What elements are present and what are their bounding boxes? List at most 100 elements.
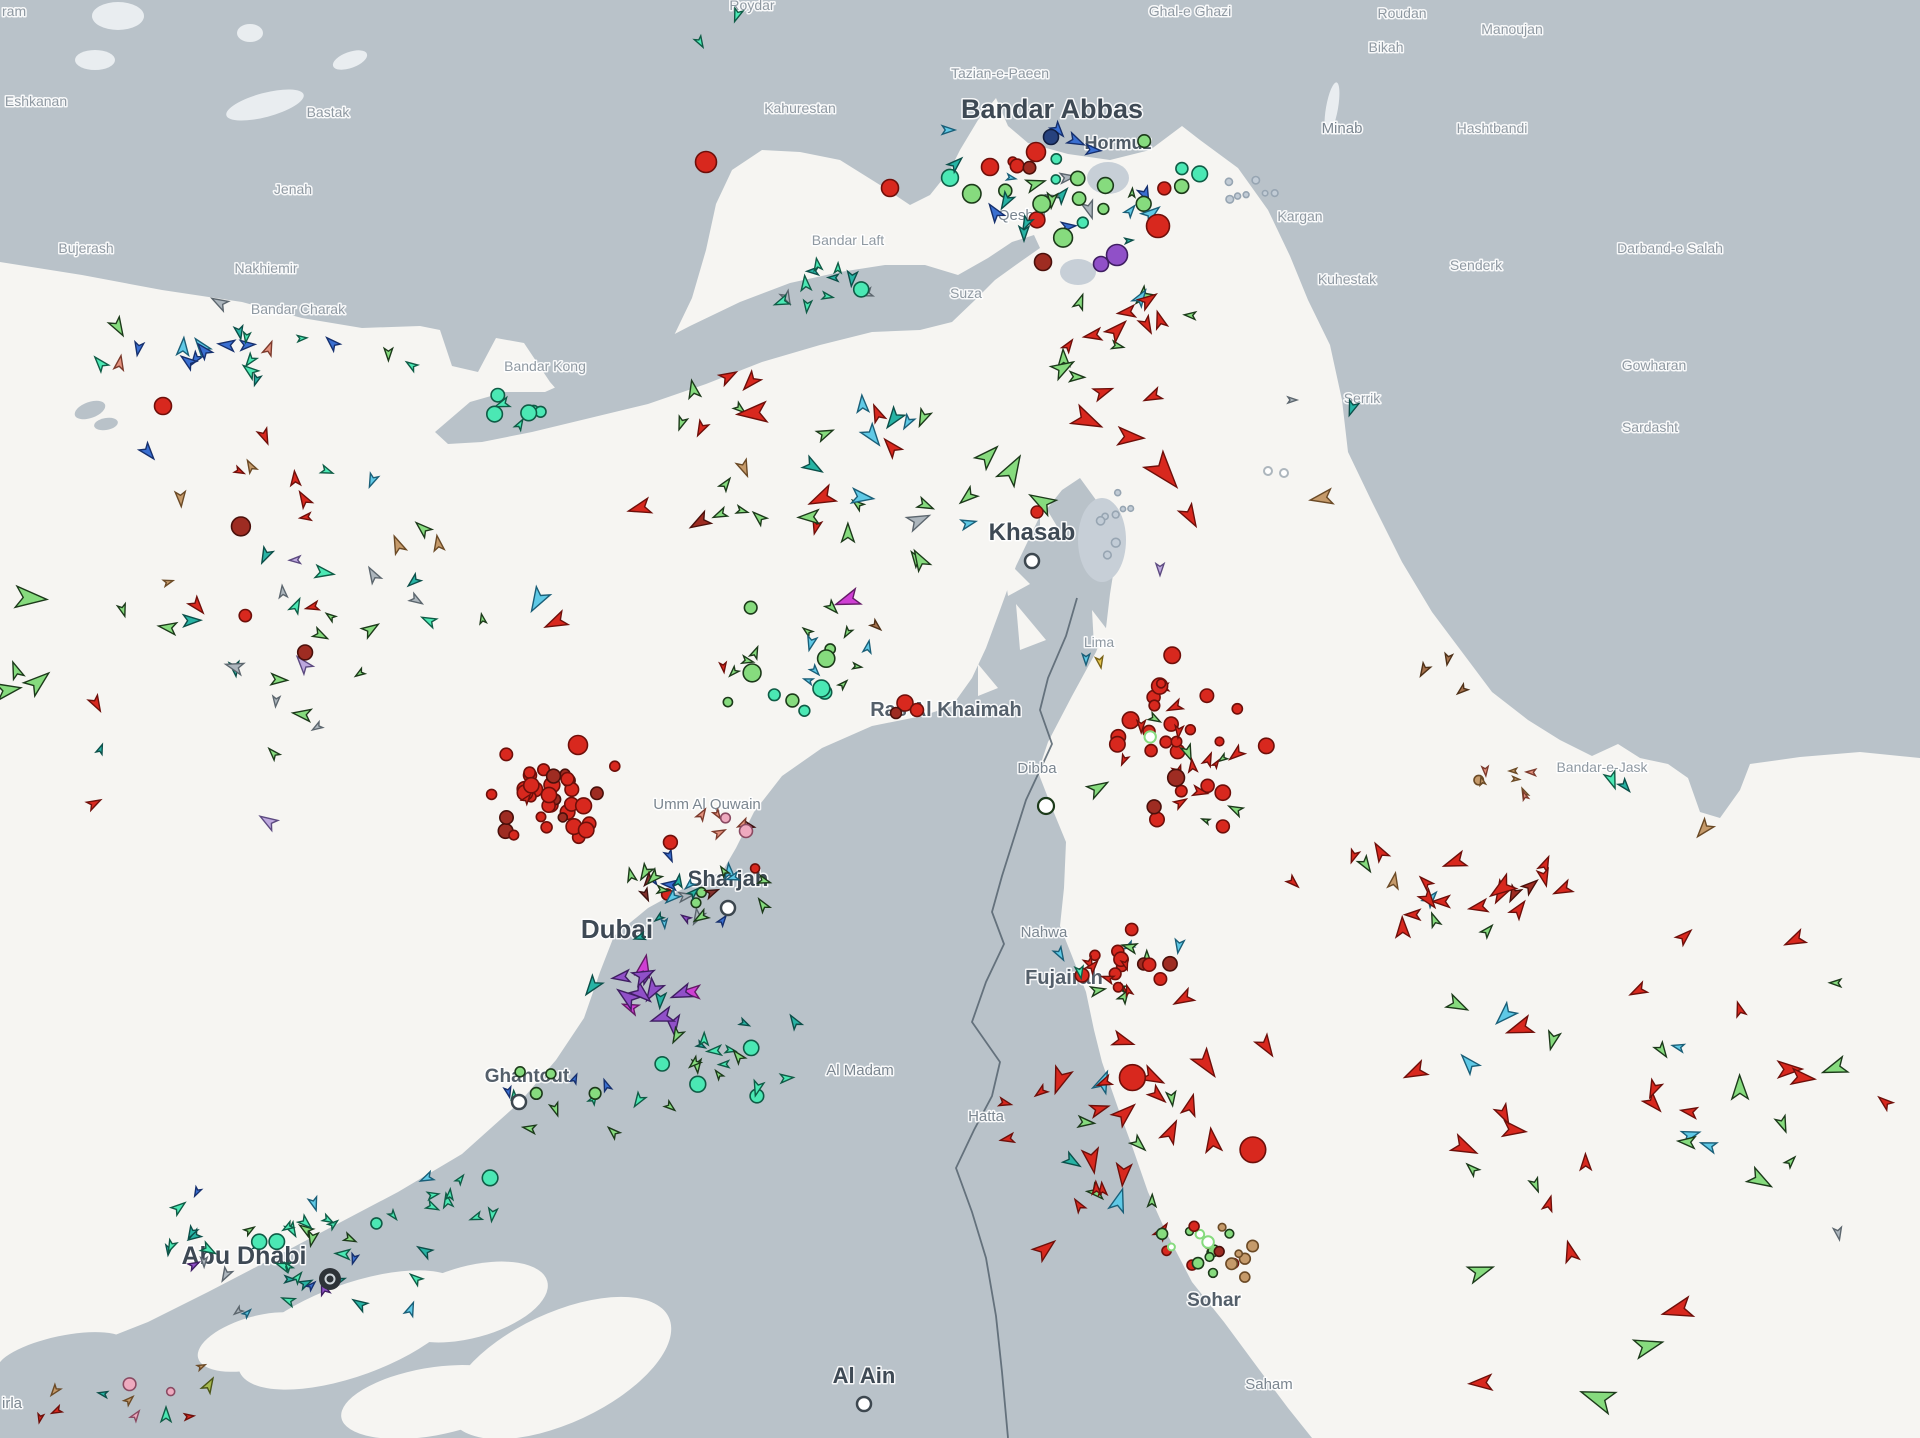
vessel-marker-sohar-anchorage[interactable] xyxy=(1234,1249,1244,1259)
vessel-marker-rak-approach[interactable] xyxy=(842,624,855,639)
vessel-marker[interactable] xyxy=(1017,224,1031,244)
vessel-marker[interactable] xyxy=(1025,141,1047,163)
vessel-marker-khasab-pale[interactable] xyxy=(1111,510,1120,519)
vessel-marker-qeshm-north[interactable] xyxy=(825,273,840,283)
vessel-marker-fujairah-anchorage-n[interactable] xyxy=(1184,723,1197,736)
vessel-marker-fujairah-south[interactable] xyxy=(1091,1179,1103,1196)
vessel-marker-strait-mixed[interactable] xyxy=(716,476,733,494)
vessel-marker-fujairah-port[interactable] xyxy=(1141,957,1157,973)
vessel-marker-fujairah-anchorage-n[interactable] xyxy=(1200,751,1215,769)
vessel-marker[interactable] xyxy=(1047,1064,1074,1096)
vessel-marker-fujairah-port[interactable] xyxy=(1083,958,1101,976)
vessel-marker-left-sea[interactable] xyxy=(389,534,409,557)
vessel-marker-abu-dhabi-waters[interactable] xyxy=(295,1213,314,1231)
vessel-marker-sohar-anchorage[interactable] xyxy=(1225,1257,1239,1271)
vessel-marker-lane-north[interactable] xyxy=(1067,370,1087,383)
vessel-marker-dubai-red-anchorage[interactable] xyxy=(608,760,621,773)
vessel-marker-khasab-pale[interactable] xyxy=(1102,550,1112,560)
vessel-marker-lane-north[interactable] xyxy=(1081,326,1104,342)
vessel-marker-gulf-oman-east[interactable] xyxy=(1448,1133,1481,1161)
vessel-marker[interactable] xyxy=(542,609,571,634)
vessel-marker-abu-dhabi-waters[interactable] xyxy=(283,1261,296,1274)
vessel-marker-left-sea[interactable] xyxy=(278,583,289,600)
vessel-marker-strait-mixed[interactable] xyxy=(956,484,981,508)
vessel-marker-strait-mixed[interactable] xyxy=(796,508,821,525)
vessel-marker-gulf-oman-east[interactable] xyxy=(1776,1060,1805,1079)
vessel-marker-left-sea[interactable] xyxy=(257,811,281,833)
vessel-marker-left-sea[interactable] xyxy=(310,625,330,643)
vessel-marker-gulf-oman-mid[interactable] xyxy=(1430,894,1452,909)
vessel-marker-ghantout-coast[interactable] xyxy=(545,1068,557,1080)
vessel-marker-left-sea[interactable] xyxy=(303,599,322,612)
vessel-marker-fujairah-anchorage-n[interactable] xyxy=(1210,758,1221,771)
vessel-marker[interactable] xyxy=(731,6,745,24)
vessel-marker-strait-mixed[interactable] xyxy=(904,509,933,533)
vessel-marker-left-sea[interactable] xyxy=(255,426,272,446)
vessel-marker-sohar-anchorage[interactable] xyxy=(1224,1228,1235,1239)
vessel-marker-fujairah-anchorage-n[interactable] xyxy=(1149,811,1166,828)
vessel-marker-gulf-oman-east[interactable] xyxy=(1673,926,1695,948)
vessel-marker-gulf-oman-east[interactable] xyxy=(1733,1000,1748,1019)
vessel-marker-upper-left-sea[interactable] xyxy=(382,346,394,363)
vessel-marker[interactable] xyxy=(21,666,55,699)
vessel-marker-gulf-oman-east[interactable] xyxy=(1457,1051,1483,1077)
vessel-marker-rak-approach[interactable] xyxy=(812,679,831,698)
vessel-marker-hormuz-pale[interactable] xyxy=(1261,189,1269,197)
vessel-marker[interactable] xyxy=(896,694,914,712)
vessel-marker-bandar-abbas-port[interactable] xyxy=(1050,174,1062,185)
vessel-marker-corner-scatter[interactable] xyxy=(48,1382,63,1398)
vessel-marker-gulf-oman-east[interactable] xyxy=(1500,1119,1529,1139)
vessel-marker-rak-approach[interactable] xyxy=(742,663,762,683)
vessel-marker[interactable] xyxy=(153,396,173,416)
town-ring-marker-green[interactable] xyxy=(1036,796,1056,816)
vessel-marker-fujairah-port[interactable] xyxy=(1120,940,1140,955)
vessel-marker-jask-reds[interactable] xyxy=(1519,876,1541,897)
vessel-marker[interactable] xyxy=(1084,143,1104,156)
vessel-marker-fujairah-anchorage-n[interactable] xyxy=(1170,735,1183,748)
vessel-marker[interactable] xyxy=(994,451,1029,489)
vessel-marker-strait-mixed[interactable] xyxy=(731,400,747,415)
vessel-marker-gulf-oman-mid[interactable] xyxy=(1347,847,1362,865)
vessel-marker-jebel-ali-purple[interactable] xyxy=(609,968,632,984)
vessel-marker-abu-dhabi-waters[interactable] xyxy=(250,1233,268,1250)
vessel-marker-abu-dhabi-waters[interactable] xyxy=(408,1271,426,1288)
vessel-marker-strait-mixed[interactable] xyxy=(800,454,825,477)
vessel-marker-charak-blue[interactable] xyxy=(175,335,190,358)
vessel-marker-dubai-red-anchorage[interactable] xyxy=(545,768,562,784)
vessel-marker[interactable] xyxy=(1092,255,1110,273)
vessel-marker-tan-northeast[interactable] xyxy=(1523,767,1538,778)
vessel-marker-strait-mixed[interactable] xyxy=(849,487,876,506)
vessel-marker-strait-mixed[interactable] xyxy=(914,406,934,429)
vessel-marker[interactable] xyxy=(909,702,925,718)
vessel-marker-abu-dhabi-waters[interactable] xyxy=(283,1274,298,1284)
vessel-marker-gulf-oman-east[interactable] xyxy=(1645,1077,1665,1100)
vessel-marker-left-sea[interactable] xyxy=(289,468,302,488)
vessel-marker-abu-dhabi-waters[interactable] xyxy=(185,1223,200,1241)
vessel-marker-sharjah-coast[interactable] xyxy=(637,886,652,903)
vessel-marker[interactable] xyxy=(1263,466,1273,476)
vessel-marker-jebel-ali-green[interactable] xyxy=(737,1016,752,1029)
vessel-marker-gulf-oman-east[interactable] xyxy=(1670,1042,1687,1054)
vessel-marker[interactable] xyxy=(1693,816,1717,841)
vessel-marker-dubai-red-anchorage[interactable] xyxy=(577,821,595,839)
vessel-marker-fujairah-south[interactable] xyxy=(1203,1126,1224,1155)
vessel-marker-sohar-anchorage[interactable] xyxy=(1188,1220,1200,1233)
vessel-marker[interactable] xyxy=(1486,872,1519,903)
vessel-marker-qeshm-north[interactable] xyxy=(833,260,843,275)
poi-dot-red[interactable] xyxy=(1030,505,1044,519)
vessel-marker-jebel-ali-green[interactable] xyxy=(687,1054,704,1071)
vessel-marker-bandar-abbas-port[interactable] xyxy=(1023,175,1048,194)
vessel-marker-gulf-oman-east[interactable] xyxy=(1698,1138,1719,1155)
vessel-marker-fujairah-anchorage-n[interactable] xyxy=(1178,742,1196,763)
vessel-marker-ghantout-coast[interactable] xyxy=(568,1072,579,1086)
vessel-marker-fujairah-anchorage-n[interactable] xyxy=(1165,697,1186,715)
vessel-marker-gulf-oman-east[interactable] xyxy=(1443,992,1470,1016)
vessel-marker-bandar-abbas-port[interactable] xyxy=(1097,202,1110,216)
vessel-marker-abu-dhabi-waters[interactable] xyxy=(418,1169,436,1185)
vessel-marker-left-sea[interactable] xyxy=(269,672,290,686)
vessel-marker[interactable] xyxy=(1279,468,1289,478)
vessel-marker-jebel-ali-green[interactable] xyxy=(698,1030,710,1047)
vessel-marker-khasab-pale[interactable] xyxy=(1113,488,1122,497)
vessel-marker-fujairah-south[interactable] xyxy=(1076,1114,1097,1129)
